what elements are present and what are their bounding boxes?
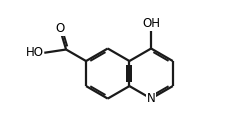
Text: N: N — [146, 92, 155, 105]
Text: HO: HO — [25, 46, 43, 59]
Text: OH: OH — [142, 17, 159, 30]
Text: O: O — [55, 22, 64, 35]
